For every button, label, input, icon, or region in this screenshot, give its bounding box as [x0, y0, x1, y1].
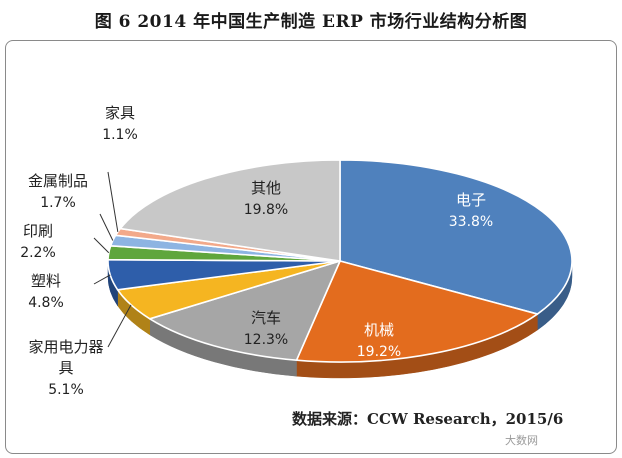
leader-line-塑料 — [93, 274, 111, 285]
category-label-印刷: 印刷 — [23, 222, 53, 240]
value-label-塑料: 4.8% — [28, 295, 64, 311]
category-label-家用电力器具: 家用电力器 — [28, 338, 103, 356]
category-label-电子: 电子 — [456, 191, 486, 209]
pie-slice-机械 — [295, 260, 539, 363]
value-label-金属制品: 1.7% — [40, 195, 76, 211]
chart-title: 图 6 2014 年中国生产制造 ERP 市场行业结构分析图 — [94, 12, 528, 32]
category-label-家具: 家具 — [105, 104, 135, 122]
pie-slice-汽车 — [148, 260, 341, 362]
value-label-机械: 19.2% — [357, 344, 401, 360]
category-label-塑料: 塑料 — [31, 272, 61, 290]
category-label-机械: 机械 — [364, 321, 394, 339]
leader-line-金属制品 — [99, 213, 114, 241]
value-label-印刷: 2.2% — [20, 245, 56, 261]
leader-line-印刷 — [93, 237, 110, 254]
category-label-其他: 其他 — [251, 179, 281, 197]
data-source: 数据来源：CCW Research，2015/6 — [292, 410, 564, 428]
leader-line-家具 — [107, 171, 119, 232]
leader-line-家用电力器具 — [107, 304, 132, 348]
value-label-其他: 19.8% — [244, 202, 288, 218]
value-label-家具: 1.1% — [102, 127, 138, 143]
value-label-汽车: 12.3% — [244, 332, 288, 348]
watermark: 大数网 — [505, 434, 538, 447]
category-label-金属制品: 金属制品 — [28, 172, 88, 190]
pie-slice-电子 — [339, 159, 573, 315]
category-label-家用电力器具-line2: 具 — [58, 359, 73, 377]
pie-slice-其他 — [119, 159, 341, 262]
value-label-电子: 33.8% — [449, 214, 493, 230]
category-label-汽车: 汽车 — [251, 309, 281, 327]
value-label-家用电力器具: 5.1% — [48, 382, 84, 398]
